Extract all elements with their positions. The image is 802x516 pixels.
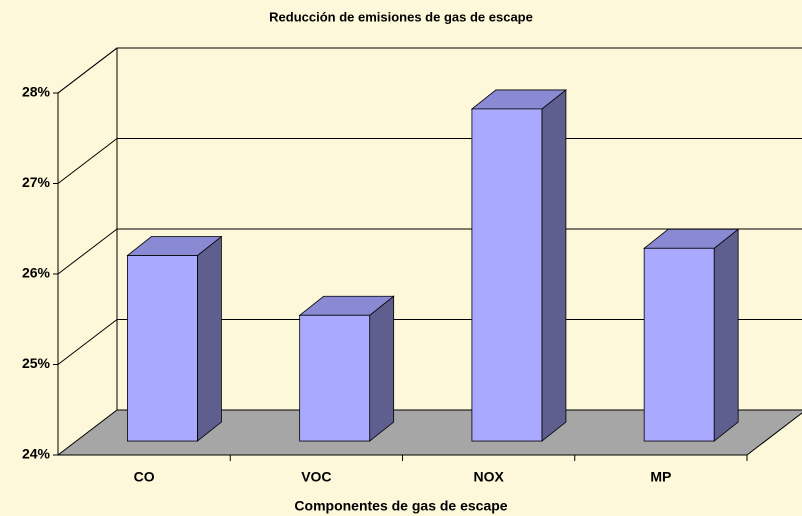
chart-title: Reducción de emisiones de gas de escape	[269, 9, 533, 24]
y-tick-label: 26%	[22, 265, 51, 281]
bar-side	[197, 235, 222, 442]
bar	[643, 247, 715, 442]
y-tick-label: 28%	[22, 84, 51, 100]
bar	[299, 314, 371, 442]
x-tick-label: NOX	[473, 469, 504, 485]
y-tick-label: 27%	[22, 174, 51, 190]
bar-side	[541, 89, 567, 442]
bar	[471, 108, 543, 442]
grid-line	[57, 228, 118, 275]
x-axis-label: Componentes de gas de escape	[294, 498, 507, 514]
bar-side	[713, 228, 739, 442]
y-tick-label: 24%	[22, 446, 51, 462]
grid-line	[57, 47, 118, 94]
y-tick-label: 25%	[22, 355, 51, 371]
bar	[127, 255, 198, 442]
grid-line	[57, 138, 118, 184]
x-tick-label: CO	[134, 469, 155, 485]
x-tick-label: MP	[650, 469, 671, 485]
grid-line	[57, 319, 118, 365]
bar-side	[369, 295, 395, 442]
x-tick-label: VOC	[301, 469, 331, 485]
